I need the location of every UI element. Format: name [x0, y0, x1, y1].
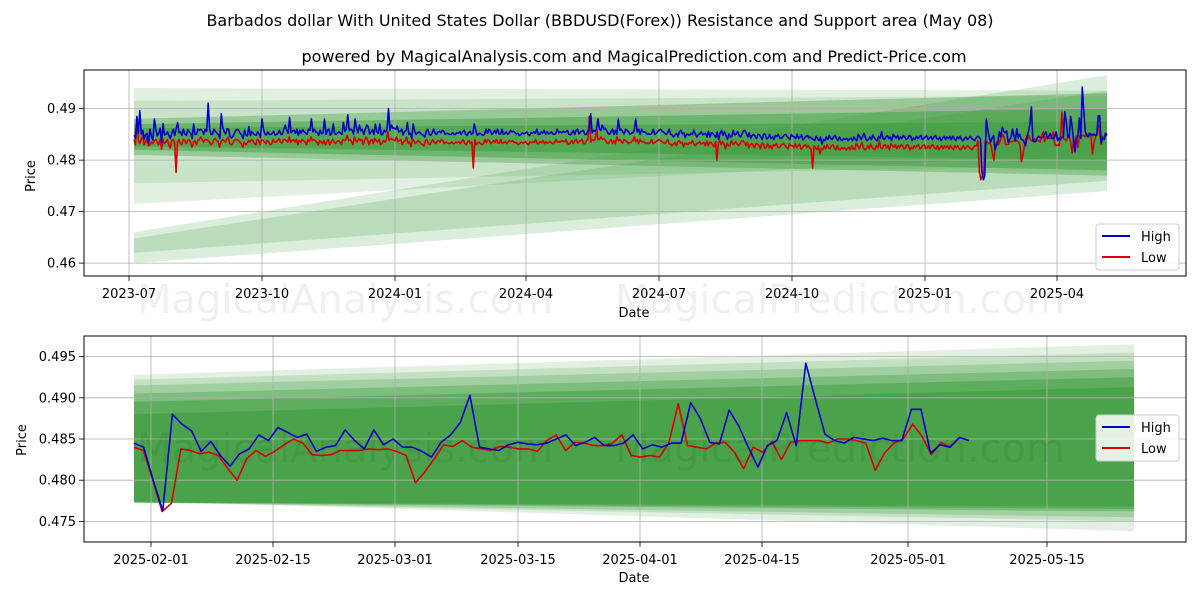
bottom-y-axis: 0.475 0.480 0.485 0.490 0.495 [39, 350, 84, 530]
top-legend-low-label: Low [1141, 251, 1167, 266]
x-tick-label: 2025-02-15 [235, 553, 311, 568]
bottom-watermark-left: MagicalAnalysis.com [137, 426, 553, 472]
x-tick-label: 2023-10 [235, 287, 289, 302]
x-tick-label: 2025-05-01 [870, 553, 946, 568]
chart-title: Barbados dollar With United States Dolla… [206, 11, 993, 30]
top-y-axis: 0.46 0.47 0.48 0.49 [47, 102, 84, 272]
x-tick-label: 2025-01 [898, 287, 952, 302]
y-tick-label: 0.46 [47, 257, 76, 272]
top-watermark-right: MagicalPrediction.com [615, 277, 1065, 323]
top-legend-high-label: High [1141, 230, 1171, 245]
bottom-legend-low-label: Low [1141, 442, 1167, 457]
y-tick-label: 0.485 [39, 433, 76, 448]
y-tick-label: 0.495 [39, 350, 76, 365]
top-x-axis: 2023-07 2023-10 2024-01 2024-04 2024-07 2024-… [102, 276, 1084, 302]
chart-subtitle: powered by MagicalAnalysis.com and Magic… [301, 47, 966, 66]
x-tick-label: 2024-01 [368, 287, 422, 302]
bottom-band-5 [134, 387, 1134, 507]
top-grid [84, 70, 1186, 276]
bottom-x-axis: 2025-02-01 2025-02-15 2025-03-01 2025-03-15… [113, 542, 1085, 568]
top-high-series-line [133, 86, 1108, 181]
x-tick-label: 2024-07 [632, 287, 686, 302]
bottom-y-label: Price [15, 424, 30, 456]
x-tick-label: 2025-04 [1030, 287, 1084, 302]
bottom-panel: MagicalAnalysis.com MagicalPrediction.co… [15, 335, 1187, 586]
x-tick-label: 2025-03-15 [480, 553, 556, 568]
top-legend: High Low [1095, 223, 1180, 271]
bottom-low-series-line [133, 402, 970, 513]
y-tick-label: 0.49 [47, 102, 76, 117]
bottom-legend: High Low [1095, 414, 1180, 462]
bottom-high-series-line [133, 362, 970, 512]
top-low-series-line [133, 111, 1108, 181]
y-tick-label: 0.475 [39, 515, 76, 530]
bottom-legend-high-label: High [1141, 421, 1171, 436]
bottom-watermark-right: MagicalPrediction.com [615, 426, 1065, 472]
y-tick-label: 0.47 [47, 205, 76, 220]
top-panel: MagicalAnalysis.com MagicalPrediction.co… [24, 69, 1187, 323]
bottom-x-label: Date [618, 571, 649, 586]
x-tick-label: 2024-04 [499, 287, 553, 302]
top-x-label: Date [618, 306, 649, 321]
top-band-2 [134, 75, 1107, 264]
top-watermark-left: MagicalAnalysis.com [137, 277, 553, 323]
x-tick-label: 2025-03-01 [357, 553, 433, 568]
y-tick-label: 0.490 [39, 391, 76, 406]
y-tick-label: 0.480 [39, 474, 76, 489]
x-tick-label: 2025-04-01 [602, 553, 678, 568]
x-tick-label: 2024-10 [765, 287, 819, 302]
x-tick-label: 2025-04-15 [724, 553, 800, 568]
x-tick-label: 2025-05-15 [1009, 553, 1085, 568]
x-tick-label: 2025-02-01 [113, 553, 189, 568]
y-tick-label: 0.48 [47, 154, 76, 169]
x-tick-label: 2023-07 [102, 287, 156, 302]
top-plot-frame [83, 69, 1187, 277]
top-y-label: Price [24, 160, 39, 192]
